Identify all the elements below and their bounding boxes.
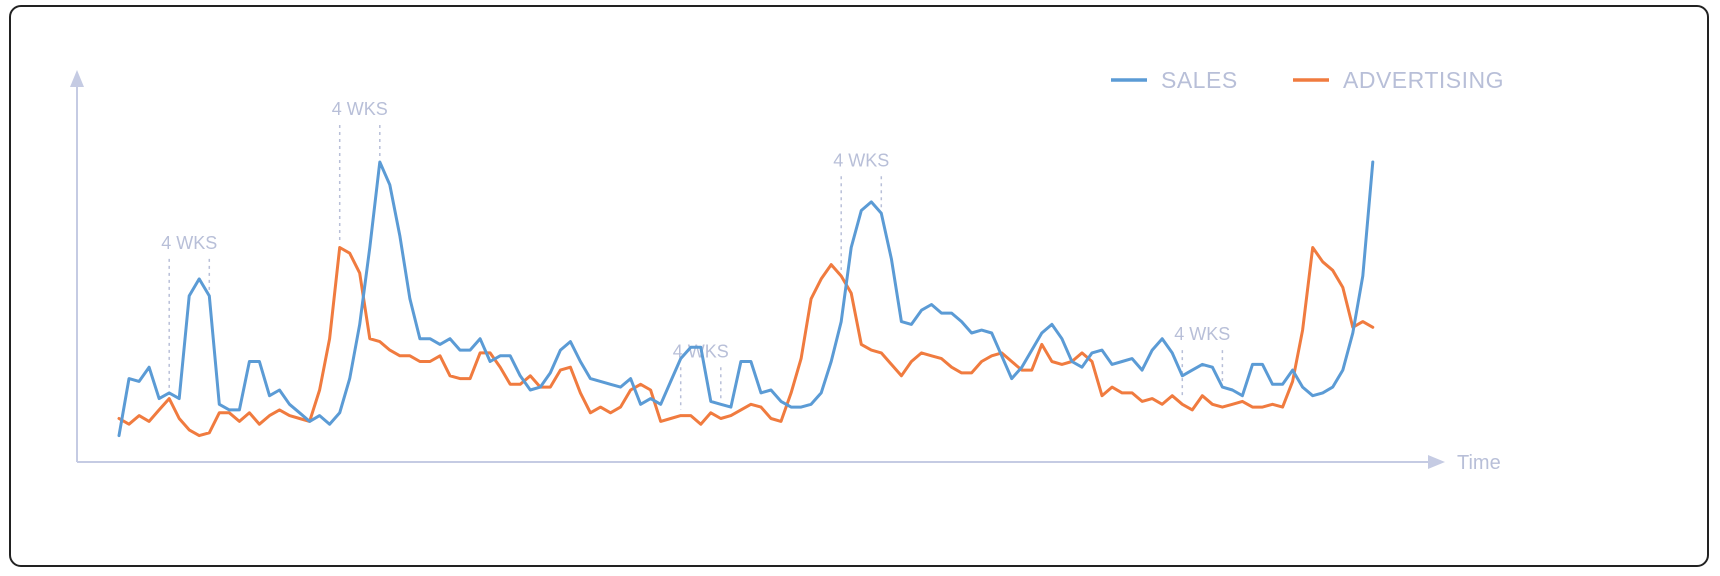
x-axis-arrow	[1428, 455, 1445, 469]
legend: SALES ADVERTISING	[1111, 67, 1504, 93]
y-axis-arrow	[70, 70, 84, 87]
annotation-label: 4 WKS	[833, 150, 889, 170]
series-line-advertising	[117, 246, 1375, 438]
annotation-label: 4 WKS	[1174, 324, 1230, 344]
legend-sales-label: SALES	[1161, 67, 1238, 93]
series-group	[117, 160, 1375, 438]
chart-frame: Time 4 WKS 4 WKS 4 WKS 4 WKS 4 WKS SALES ADV…	[9, 5, 1709, 567]
series-line-sales	[117, 160, 1375, 438]
x-axis-label: Time	[1457, 452, 1501, 474]
annotation-label: 4 WKS	[332, 99, 388, 119]
annotation-label: 4 WKS	[161, 233, 217, 253]
legend-advertising-label: ADVERTISING	[1343, 67, 1504, 93]
